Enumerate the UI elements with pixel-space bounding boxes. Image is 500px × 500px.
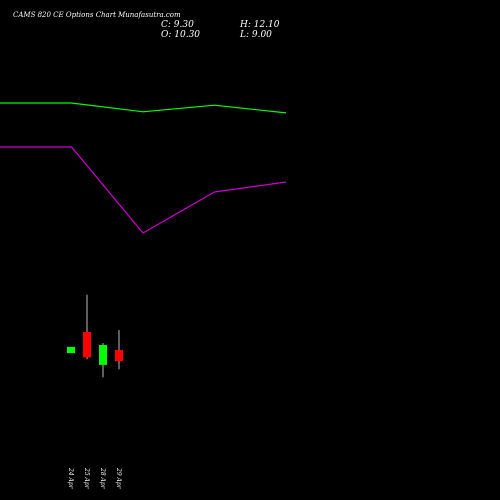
close-value: C: 9.30 <box>161 20 194 30</box>
candle-body <box>115 349 123 362</box>
open-value: O: 10.30 <box>161 30 201 40</box>
x-tick-label: 25 Apr <box>83 467 90 490</box>
low-value: L: 9.00 <box>240 30 272 40</box>
x-tick-label: 29 Apr <box>115 467 122 490</box>
green-indicator-line <box>0 102 287 114</box>
x-tick-label: 24 Apr <box>67 467 74 490</box>
candle-body <box>67 346 75 354</box>
chart-title: CAMS 820 CE Options Chart Munafasutra.co… <box>13 11 181 19</box>
candle-body <box>99 345 107 365</box>
high-value: H: 12.10 <box>240 20 280 30</box>
candle-body <box>83 332 91 358</box>
x-tick-label: 28 Apr <box>99 467 106 490</box>
magenta-indicator-line <box>0 146 287 234</box>
